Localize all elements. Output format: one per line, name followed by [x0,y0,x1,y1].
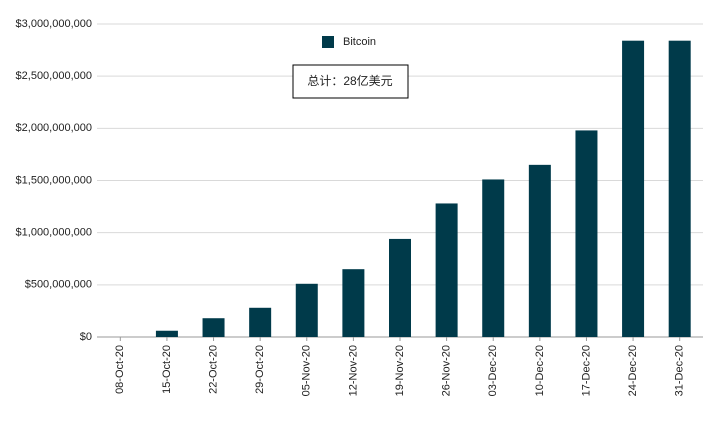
x-tick-label: 19-Nov-20 [394,345,406,396]
bar [482,179,505,337]
y-tick-label: $500,000,000 [25,279,92,291]
x-tick-label: 10-Dec-20 [534,345,546,396]
annotation-box [292,64,409,99]
x-tick-label: 03-Dec-20 [487,345,499,396]
bar [295,283,318,337]
bar [575,130,598,337]
x-tick-label: 15-Oct-20 [161,345,173,394]
bar [528,164,551,337]
x-tick-label: 22-Oct-20 [207,345,219,394]
y-tick-label: $2,000,000,000 [16,122,92,134]
annotation: 总计：28亿美元 [307,73,392,88]
x-tick-label: 05-Nov-20 [301,345,313,396]
bar [435,203,458,337]
y-tick-label: $1,500,000,000 [16,174,92,186]
y-tick-label: $3,000,000,000 [16,18,92,30]
x-tick-label: 26-Nov-20 [441,345,453,396]
x-tick-label: 31-Dec-20 [674,345,686,396]
legend-label: Bitcoin [343,36,376,48]
bar [622,40,645,338]
bar [155,330,178,337]
y-tick-label: $1,000,000,000 [16,227,92,239]
bar [389,238,411,337]
legend-swatch [322,36,334,48]
x-tick-label: 17-Dec-20 [580,345,592,396]
x-tick-label: 08-Oct-20 [114,345,126,394]
x-tick-label: 12-Nov-20 [347,345,359,396]
x-tick-label: 24-Dec-20 [627,345,639,396]
y-tick-label: $2,500,000,000 [16,70,92,82]
bar [202,318,225,337]
bar [249,307,272,337]
x-tick-label: 29-Oct-20 [254,345,266,394]
y-tick-label: $0 [80,331,92,343]
bar [668,40,691,338]
bar [342,269,365,337]
